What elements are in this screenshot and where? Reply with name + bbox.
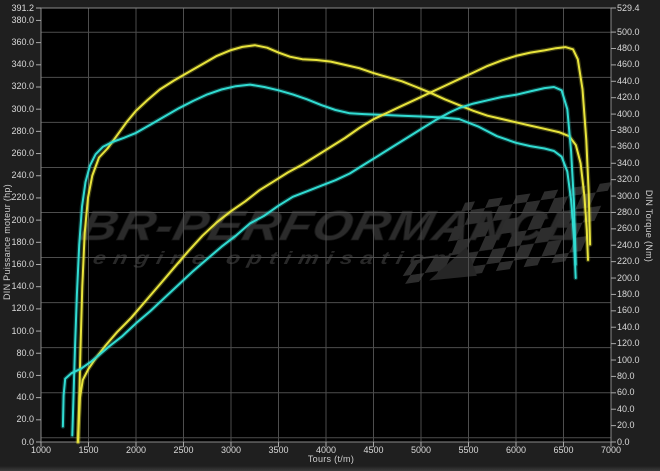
y-right-tick-label: 280.0 bbox=[617, 206, 640, 217]
curve-tuned-torque bbox=[77, 44, 589, 443]
y-right-tick-label: 400.0 bbox=[617, 108, 640, 119]
tick-marks bbox=[36, 7, 616, 447]
y-right-tick-label: 20.0 bbox=[617, 420, 635, 431]
y-left-tick-label: 340.0 bbox=[11, 59, 34, 70]
x-tick-label: 2500 bbox=[173, 445, 194, 455]
x-tick-label: 6000 bbox=[505, 445, 527, 455]
y-left-tick-label: 40.0 bbox=[16, 392, 34, 403]
checkered-flag-icon bbox=[397, 182, 612, 285]
y-right-tick-label: 180.0 bbox=[617, 288, 640, 299]
y-right-tick-label: 529.4 bbox=[617, 2, 640, 13]
y-left-tick-label: 80.0 bbox=[16, 347, 34, 358]
y-left-tick-label: 391.2 bbox=[11, 2, 34, 13]
y-right-tick-label: 500.0 bbox=[617, 26, 640, 37]
y-right-tick-label: 220.0 bbox=[617, 256, 640, 267]
y-right-tick-label: 40.0 bbox=[617, 403, 635, 414]
y-right-tick-label: 140.0 bbox=[617, 321, 640, 332]
y-left-tick-label: 280.0 bbox=[11, 125, 34, 136]
y-left-tick-label: 380.0 bbox=[11, 14, 34, 25]
x-axis-title: Tours (t/m) bbox=[307, 454, 355, 464]
x-tick-label: 3500 bbox=[268, 445, 289, 455]
watermark: BR-PERFORMANCE engine optimisation bbox=[75, 182, 612, 285]
y-right-tick-label: 80.0 bbox=[617, 370, 635, 381]
x-tick-label: 5500 bbox=[458, 445, 479, 455]
y-right-tick-label: 420.0 bbox=[617, 92, 640, 103]
y-left-tick-label: 180.0 bbox=[11, 236, 34, 247]
curve-original-torque bbox=[71, 83, 577, 437]
y-left-tick-label: 60.0 bbox=[16, 369, 34, 380]
curve-original-power bbox=[61, 86, 577, 428]
y-right-tick-label: 160.0 bbox=[617, 305, 640, 316]
x-tick-label: 1500 bbox=[78, 445, 99, 455]
y-right-tick-label: 340.0 bbox=[617, 157, 640, 168]
y-left-tick-label: 360.0 bbox=[11, 37, 34, 48]
y-left-tick-label: 200.0 bbox=[11, 214, 34, 225]
x-tick-label: 7000 bbox=[600, 445, 622, 455]
curves-layer bbox=[60, 42, 593, 445]
y-right-tick-label: 0.0 bbox=[617, 436, 630, 447]
y-right-tick-label: 240.0 bbox=[617, 239, 640, 250]
y-right-tick-label: 320.0 bbox=[617, 174, 640, 185]
y-left-tick-label: 240.0 bbox=[11, 170, 34, 181]
y-right-tick-label: 480.0 bbox=[617, 42, 640, 53]
y-left-tick-label: 320.0 bbox=[11, 81, 34, 92]
curve-tuned-power bbox=[77, 46, 592, 443]
y-left-tick-label: 20.0 bbox=[16, 414, 34, 425]
left-axis-title: DIN Puissance moteur (hp) bbox=[2, 183, 12, 301]
y-right-tick-label: 260.0 bbox=[617, 223, 640, 234]
x-tick-label: 5000 bbox=[410, 445, 432, 455]
y-left-tick-label: 160.0 bbox=[11, 258, 34, 269]
y-left-tick-label: 100.0 bbox=[11, 325, 34, 336]
bottom-edge-shading bbox=[0, 466, 660, 471]
x-tick-label: 4500 bbox=[363, 445, 384, 455]
x-tick-label: 4000 bbox=[315, 445, 337, 455]
y-right-tick-label: 120.0 bbox=[617, 338, 640, 349]
y-right-tick-label: 440.0 bbox=[617, 75, 640, 86]
y-right-tick-label: 200.0 bbox=[617, 272, 640, 283]
y-right-tick-label: 60.0 bbox=[617, 387, 635, 398]
y-right-tick-label: 380.0 bbox=[617, 124, 640, 135]
y-left-tick-label: 120.0 bbox=[11, 303, 34, 314]
y-right-tick-label: 100.0 bbox=[617, 354, 640, 365]
y-left-tick-label: 220.0 bbox=[11, 192, 34, 203]
y-left-tick-label: 300.0 bbox=[11, 103, 34, 114]
y-right-tick-label: 360.0 bbox=[617, 141, 640, 152]
x-tick-label: 6500 bbox=[553, 445, 574, 455]
right-axis-title: DIN Torque (Nm) bbox=[644, 189, 654, 263]
x-tick-label: 3000 bbox=[220, 445, 242, 455]
x-tick-label: 2000 bbox=[125, 445, 147, 455]
y-left-tick-label: 0.0 bbox=[21, 436, 34, 447]
grid-layer bbox=[41, 8, 611, 442]
y-left-tick-label: 140.0 bbox=[11, 281, 34, 292]
y-left-tick-label: 260.0 bbox=[11, 148, 34, 159]
y-right-tick-label: 300.0 bbox=[617, 190, 640, 201]
x-tick-label: 1000 bbox=[30, 445, 52, 455]
y-right-tick-label: 460.0 bbox=[617, 59, 640, 70]
